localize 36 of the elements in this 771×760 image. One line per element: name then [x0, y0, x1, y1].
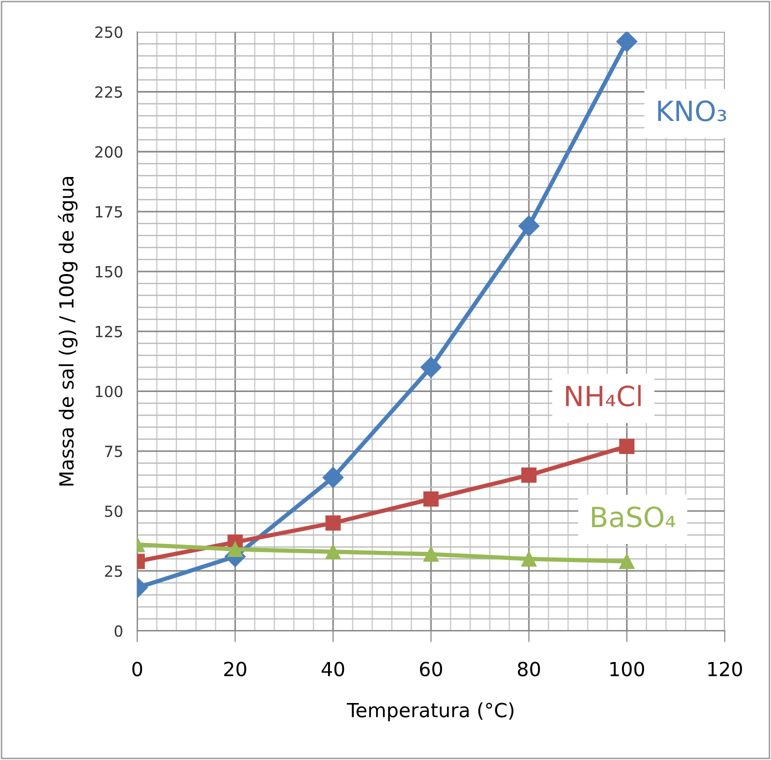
x-tick-label: 60	[420, 662, 442, 676]
point	[325, 515, 341, 531]
x-tick-label: 20	[224, 662, 246, 676]
y-tick-label: 25	[105, 565, 122, 577]
point	[322, 466, 344, 488]
point	[325, 544, 341, 560]
point	[423, 491, 439, 507]
x-tick-label: 0	[132, 662, 142, 676]
point	[420, 356, 442, 378]
point	[619, 554, 634, 569]
series-label: NH₄Cl	[566, 384, 641, 406]
series-label: KNO₃	[658, 100, 726, 122]
y-tick-label: 225	[95, 86, 122, 98]
point	[518, 215, 540, 236]
y-tick-label: 50	[105, 505, 122, 518]
series-label: BaSO₄	[592, 506, 676, 528]
y-axis-title: Massa de sal (g) / 100g de água	[58, 177, 78, 486]
point	[616, 32, 638, 52]
point	[521, 467, 537, 483]
y-tick-label: 125	[96, 326, 122, 338]
point	[423, 546, 439, 562]
y-tick-label: 0	[114, 625, 122, 637]
y-tick-label: 175	[96, 206, 122, 218]
y-tick-label: 250	[95, 26, 122, 38]
point	[619, 438, 634, 454]
y-tick-label: 150	[96, 266, 122, 278]
x-tick-label: 80	[518, 662, 540, 676]
x-tick-label: 100	[610, 662, 644, 676]
y-tick-label: 75	[105, 446, 122, 458]
point	[228, 542, 243, 557]
y-tick-label: 200	[95, 146, 122, 158]
y-tick-label: 100	[96, 386, 122, 398]
x-axis-title: Temperatura (°C)	[346, 702, 514, 722]
x-tick-label: 120	[708, 662, 742, 676]
point	[521, 551, 537, 567]
x-tick-label: 40	[322, 662, 344, 676]
